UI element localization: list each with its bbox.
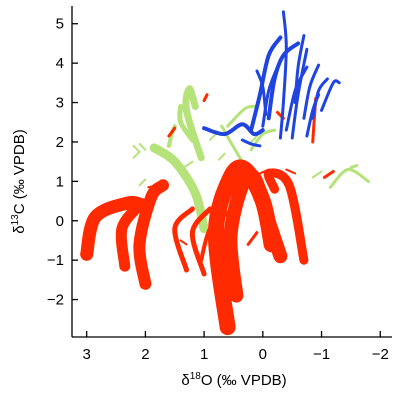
red-trace-16 [246,231,259,246]
y-axis-title-delta: δ [11,225,28,233]
x-tick-label: 0 [259,346,267,363]
blue-trace-43 [311,77,329,120]
red-trace-18 [285,168,297,175]
green-trace-19 [149,143,209,234]
red-trace-13 [167,126,177,138]
blue-trace-46 [261,65,279,128]
x-axis-title-delta: δ [181,372,189,389]
green-trace-34 [217,152,226,161]
y-tick-label: −2 [47,292,64,309]
red-trace-17 [258,168,270,175]
x-tick-label: 1 [200,346,208,363]
x-axis-title-superscript: 18 [190,371,202,382]
blue-trace-50 [255,69,268,116]
green-trace-27 [349,164,359,170]
red-trace-12 [202,93,209,103]
blue-trace-38 [266,41,301,121]
green-trace-36 [208,133,217,141]
green-trace-26 [328,167,370,189]
y-tick-label: 4 [56,55,64,72]
axes: 5 4 3 2 1 0 −1 −2 3 2 1 0 −1 −2 [47,6,392,363]
red-trace-7 [189,206,213,277]
y-tick-label: 1 [56,173,64,190]
blue-trace-44 [320,79,341,112]
red-trace-15 [179,239,188,246]
green-trace-32 [132,144,141,153]
y-tick-label: −1 [47,252,64,269]
x-tick-label: 2 [141,346,149,363]
red-trace-2 [263,168,309,265]
y-tick-label: 0 [56,213,64,230]
red-trace-14 [147,184,159,189]
red-trace-4 [115,199,145,272]
red-trace-5 [133,179,169,290]
y-axis-title-text: C (‰ VPDB) [11,129,28,214]
y-tick-label: 2 [56,134,64,151]
green-trace-24 [226,104,259,128]
y-axis-title-superscript: 13 [10,214,21,226]
y-axis-title: δ13C (‰ VPDB) [10,129,28,234]
blue-trace-41 [290,47,309,140]
red-trace-6 [172,206,195,273]
blue-trace-49 [240,138,262,148]
blue-trace-45 [305,93,321,138]
x-axis-ticks: 3 2 1 0 −1 −2 [83,331,389,363]
red-trace-1 [223,168,288,303]
y-tick-label: 5 [56,16,64,33]
red-trace-8 [199,210,230,263]
blue-trace-47 [293,34,306,104]
blue-trace-48 [202,122,265,137]
x-tick-label: −2 [372,346,389,363]
green-trace-23 [220,124,244,164]
green-trace-29 [132,150,141,159]
green-trace-28 [311,170,323,179]
blue-trace-39 [278,10,288,140]
y-axis-ticks: 5 4 3 2 1 0 −1 −2 [47,16,78,309]
x-tick-label: −1 [313,346,330,363]
green-trace-20 [182,85,205,162]
data-traces [80,10,370,336]
blue-trace-37 [249,35,283,133]
red-trace-9 [322,170,335,179]
green-trace-35 [250,135,258,143]
green-trace-21 [177,104,195,143]
x-axis-title-text: O (‰ VPDB) [201,372,287,389]
green-trace-31 [138,142,147,151]
x-axis-title: δ18O (‰ VPDB) [181,371,286,389]
y-tick-label: 3 [56,95,64,112]
blue-trace-42 [302,63,321,120]
x-tick-label: 3 [83,346,91,363]
green-trace-33 [182,160,194,169]
green-trace-30 [138,178,147,187]
